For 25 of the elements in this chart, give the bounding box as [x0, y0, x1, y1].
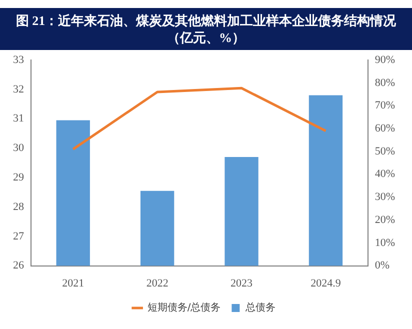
x-tick-label: 2023 — [230, 277, 254, 290]
y2-tick-label: 80% — [374, 76, 396, 89]
y-tick-label: 30 — [13, 142, 24, 154]
y-tick-label: 28 — [13, 200, 24, 213]
x-tick-label: 2021 — [62, 277, 84, 290]
y2-tick-label: 50% — [374, 145, 396, 158]
y2-tick-label: 20% — [374, 214, 396, 226]
legend-label: 短期债务/总债务 — [147, 302, 221, 314]
y2-tick-label: 0% — [374, 260, 390, 272]
y-tick-label: 29 — [13, 171, 24, 184]
chart-title: 图 21：近年来石油、煤炭及其他燃料加工业样本企业债务结构情况（亿元、%） — [0, 8, 412, 50]
y-tick-label: 27 — [13, 230, 24, 242]
y-tick-label: 32 — [13, 83, 24, 96]
y2-tick-label: 40% — [374, 168, 396, 180]
y2-tick-label: 10% — [374, 236, 396, 249]
x-tick-label: 2022 — [146, 277, 168, 290]
y2-tick-label: 30% — [374, 191, 396, 204]
y-tick-label: 31 — [13, 112, 24, 125]
y2-tick-label: 60% — [374, 122, 396, 134]
y2-tick-label: 90% — [374, 54, 396, 66]
y2-tick-label: 70% — [374, 100, 396, 112]
legend-label: 总债务 — [244, 302, 276, 314]
y-tick-label: 33 — [13, 54, 24, 66]
x-tick-label: 2024.9 — [310, 277, 342, 290]
y-tick-label: 26 — [13, 260, 24, 272]
